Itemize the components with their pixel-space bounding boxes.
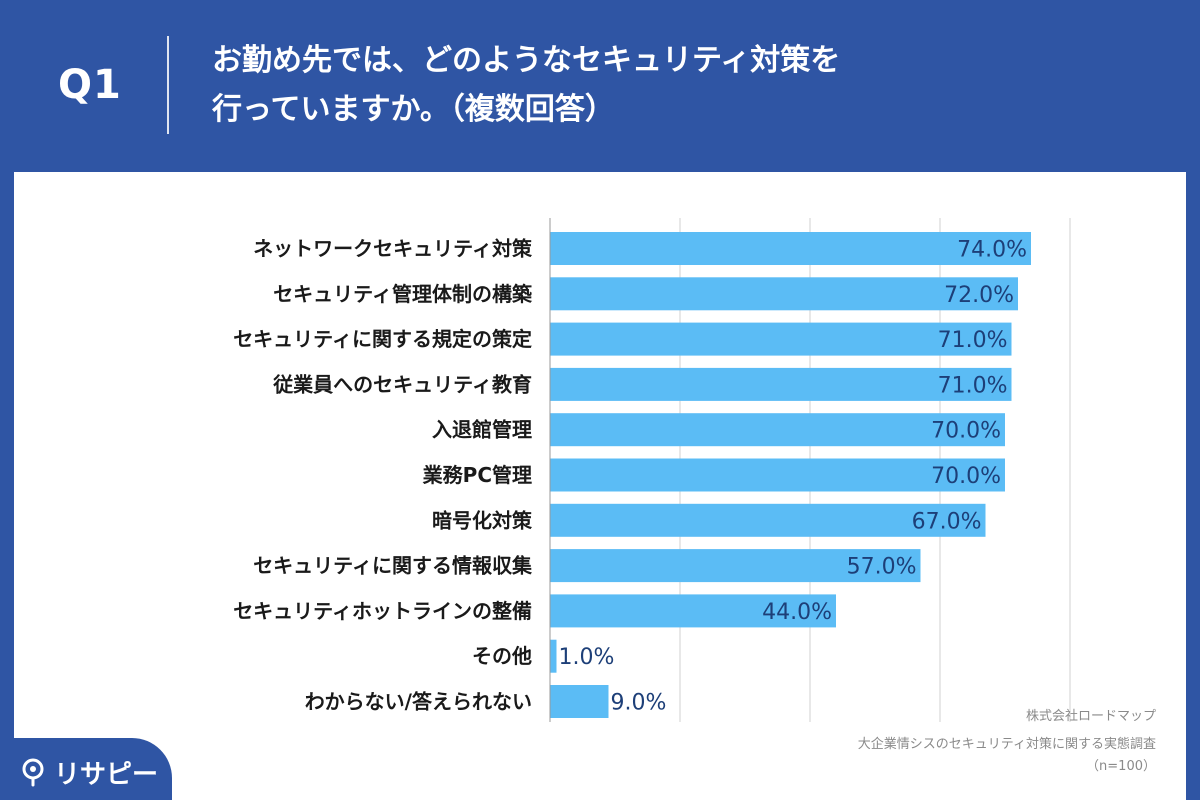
question-id: Q1	[58, 62, 122, 108]
brand-name: リサピー	[54, 759, 159, 790]
logo-tab	[0, 738, 172, 800]
value-label: 71.0%	[938, 328, 1008, 353]
category-label: その他	[472, 644, 532, 668]
title-line-1: お勤め先では、どのようなセキュリティ対策を	[212, 43, 841, 78]
header-divider	[167, 36, 169, 134]
bar	[550, 549, 921, 583]
category-label: ネットワークセキュリティ対策	[253, 237, 533, 261]
value-label: 70.0%	[931, 464, 1001, 489]
bar	[550, 685, 609, 718]
bar	[550, 594, 836, 628]
bar	[550, 413, 1005, 447]
page-title: お勤め先では、どのようなセキュリティ対策を 行っていますか。（複数回答）	[212, 36, 1112, 134]
category-label: 従業員へのセキュリティ教育	[272, 372, 532, 396]
bar	[550, 277, 1018, 311]
value-label: 44.0%	[762, 600, 832, 625]
header: Q1 お勤め先では、どのようなセキュリティ対策を 行っていますか。（複数回答）	[0, 0, 1200, 170]
bar	[550, 367, 1012, 401]
category-label: セキュリティ管理体制の構築	[273, 282, 533, 306]
pin-icon	[22, 758, 44, 787]
value-label: 9.0%	[611, 691, 667, 716]
value-label: 71.0%	[938, 373, 1008, 398]
bar	[550, 503, 986, 537]
value-label: 1.0%	[559, 645, 615, 670]
title-line-2: 行っていますか。（複数回答）	[212, 92, 615, 127]
category-label: セキュリティに関する情報収集	[253, 554, 533, 578]
bar	[550, 322, 1012, 356]
value-label: 74.0%	[957, 238, 1027, 263]
value-label: 72.0%	[944, 283, 1014, 308]
value-label: 67.0%	[912, 509, 982, 534]
source-note: 株式会社ロードマップ 大企業情シスのセキュリティ対策に関する実態調査 （n=10…	[656, 708, 1156, 776]
category-label: セキュリティに関する規定の策定	[233, 327, 532, 351]
source-survey: 大企業情シスのセキュリティ対策に関する実態調査	[857, 737, 1156, 752]
category-label: 暗号化対策	[432, 508, 533, 532]
brand-logo: リサピー	[20, 752, 158, 792]
chart-panel: ネットワークセキュリティ対策 74.0% セキュリティ管理体制の構築 72.0% セキュ…	[14, 172, 1186, 800]
bar	[550, 639, 557, 673]
category-label: 入退館管理	[432, 418, 532, 442]
category-label: 業務PC管理	[423, 463, 532, 487]
source-company: 株式会社ロードマップ	[1025, 709, 1156, 724]
category-label: わからない/答えられない	[305, 690, 532, 714]
category-label: セキュリティホットラインの整備	[233, 599, 532, 623]
value-label: 57.0%	[847, 555, 917, 580]
source-sample: （n=100）	[1086, 759, 1156, 774]
bar	[550, 458, 1005, 492]
value-label: 70.0%	[931, 419, 1001, 444]
bar	[550, 232, 1031, 265]
bar-chart: ネットワークセキュリティ対策 74.0% セキュリティ管理体制の構築 72.0% セキュ…	[233, 218, 1071, 722]
